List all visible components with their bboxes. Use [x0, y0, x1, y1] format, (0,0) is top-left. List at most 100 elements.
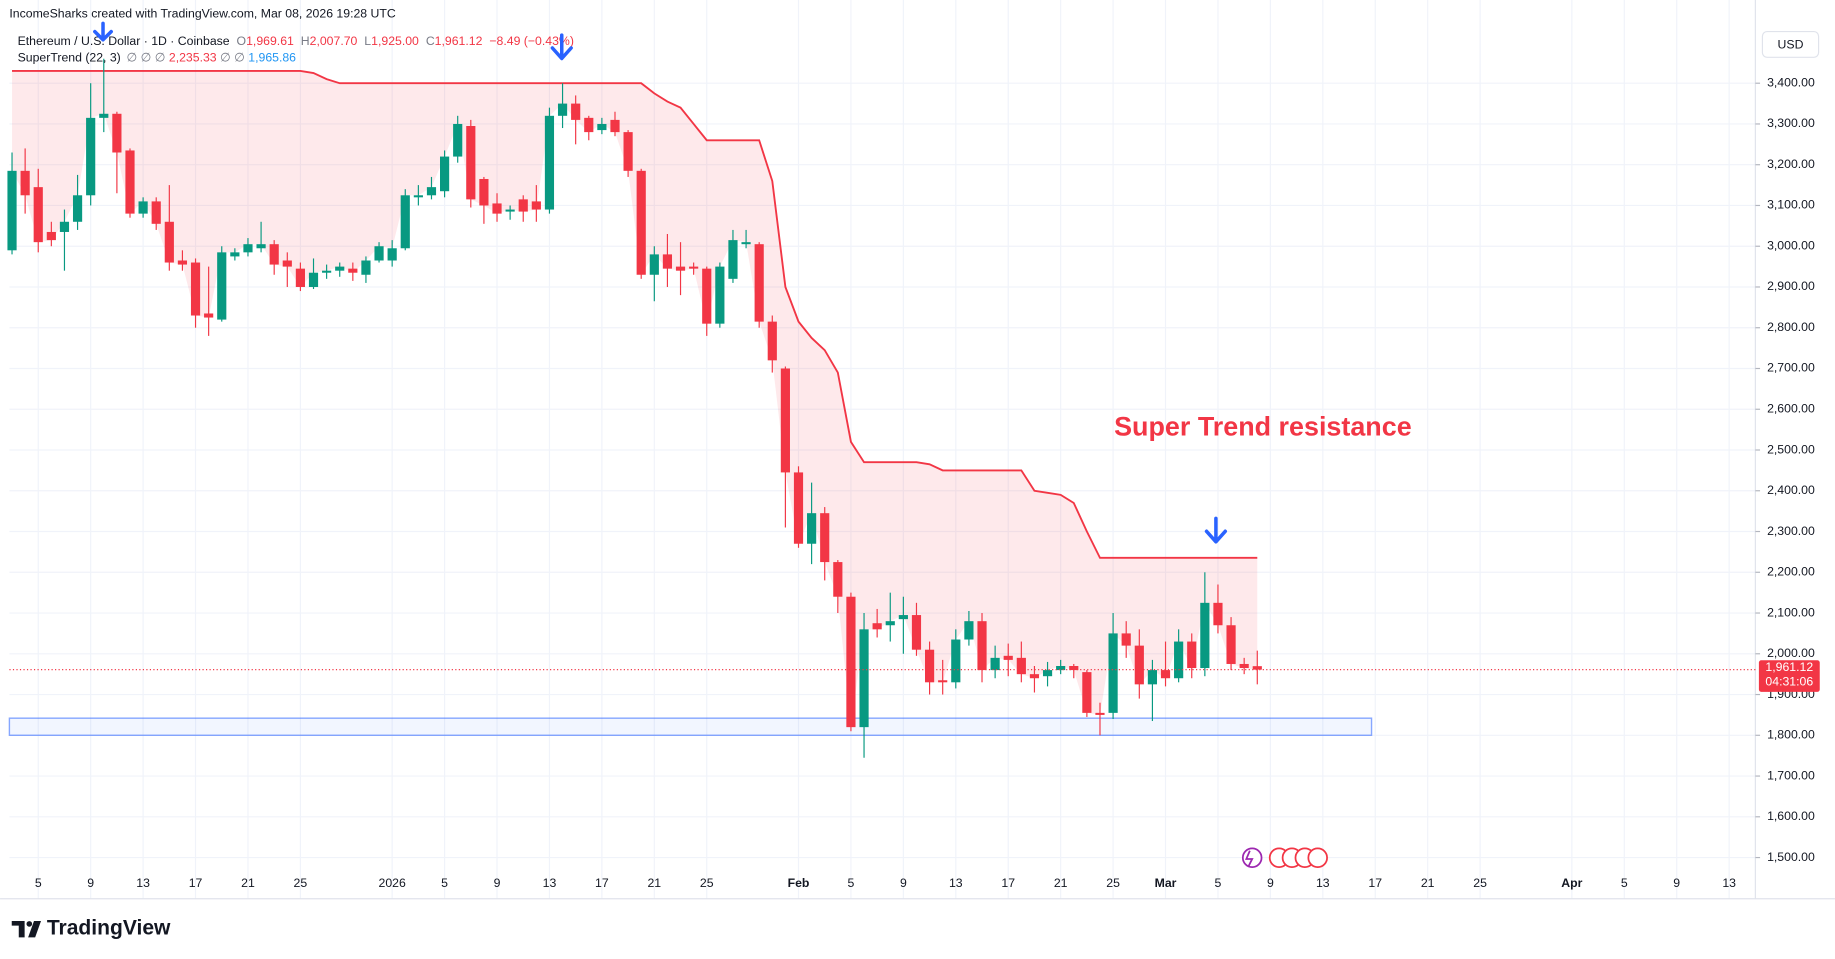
candle-body: [112, 113, 122, 153]
indicator-value: ∅: [127, 51, 138, 65]
x-tick-label: 9: [900, 876, 907, 890]
candle-body: [689, 266, 699, 269]
x-tick-label: 9: [494, 876, 501, 890]
candle-body: [177, 260, 188, 265]
candle-body: [767, 321, 777, 361]
x-tick-label: 25: [1473, 876, 1487, 890]
candle-body: [505, 209, 515, 212]
candle-body: [859, 629, 869, 728]
candle-body: [623, 132, 633, 171]
candle-body: [46, 231, 56, 241]
candle-body: [33, 187, 43, 243]
x-tick-label: 9: [1673, 876, 1680, 890]
logo-mark: [11, 920, 25, 938]
candle-body: [1042, 670, 1053, 677]
y-tick-label: 2,500.00: [1767, 442, 1815, 456]
candle-body: [308, 272, 319, 287]
indicator-value: ∅: [220, 51, 231, 65]
candle-body: [1239, 663, 1249, 669]
candle-body: [1174, 641, 1184, 679]
x-tick-label: 17: [595, 876, 609, 890]
ohlc-key: C: [426, 34, 435, 48]
axes-layer: 1,500.001,600.001,700.001,800.001,900.00…: [0, 0, 1835, 900]
candle-body: [440, 156, 450, 192]
candle-body: [728, 240, 738, 279]
candle-body: [544, 115, 555, 210]
ohlc-value: 1,969.61: [246, 34, 294, 48]
candle-body: [1134, 645, 1144, 685]
arrow: [550, 33, 573, 61]
candle-body: [636, 170, 646, 275]
candle-body: [1095, 712, 1105, 715]
candle-body: [1029, 674, 1040, 679]
candle-body: [466, 126, 476, 200]
bottom-icons: [1241, 847, 1328, 869]
attribution: IncomeSharks created with TradingView.co…: [9, 6, 395, 20]
x-tick-label: 21: [1054, 876, 1068, 890]
candle-body: [951, 639, 961, 683]
candle-body: [610, 119, 620, 133]
currency[interactable]: USD: [1778, 37, 1804, 51]
candle-body: [20, 170, 30, 196]
candle-body: [204, 313, 214, 318]
x-tick-label: 13: [1316, 876, 1330, 890]
currency-button[interactable]: USD: [1761, 31, 1820, 58]
candle-body: [662, 254, 673, 269]
x-tick-label: Apr: [1561, 876, 1582, 890]
grid: [9, 0, 1756, 899]
last-price-box: [1758, 660, 1820, 692]
currency-box[interactable]: [1761, 31, 1820, 58]
x-tick-label: 9: [87, 876, 94, 890]
ohlc-value: 2,007.70: [310, 34, 358, 48]
y-tick-label: 2,400.00: [1767, 483, 1815, 497]
brand-logo: TradingView: [11, 917, 171, 940]
candle-body: [964, 621, 974, 640]
candle-body: [269, 244, 279, 265]
ohlc-value: 1,925.00: [371, 34, 419, 48]
x-tick-label: 21: [1421, 876, 1435, 890]
candle-body: [492, 203, 502, 214]
candle-body: [741, 242, 751, 245]
supertrend-line: [12, 70, 1258, 559]
candle-body: [977, 621, 987, 671]
x-tick-label: 2026: [379, 876, 406, 890]
countdown: 04:31:06: [1765, 675, 1813, 689]
candle-body: [1200, 602, 1210, 669]
candle-body: [426, 187, 437, 196]
x-tick-label: 13: [136, 876, 150, 890]
candle-body: [99, 113, 109, 118]
y-tick-label: 1,600.00: [1767, 809, 1815, 823]
candle-body: [322, 270, 332, 273]
y-tick-label: 2,100.00: [1767, 605, 1815, 619]
candle-body: [361, 260, 371, 275]
arrows: [93, 21, 1228, 544]
candle-body: [1147, 670, 1158, 685]
indicator-name: SuperTrend (22, 3): [18, 51, 121, 65]
ohlc-key: O: [237, 34, 247, 48]
candle-body: [295, 268, 305, 287]
y-tick-label: 2,600.00: [1767, 401, 1815, 415]
candle-body: [702, 268, 712, 324]
y-tick-label: 2,800.00: [1767, 320, 1815, 334]
y-tick-label: 1,700.00: [1767, 768, 1815, 782]
x-tick-label: Mar: [1155, 876, 1177, 890]
candle-body: [348, 268, 358, 273]
candle-body: [256, 244, 266, 249]
ohlc-key: L: [364, 34, 371, 48]
indicator-value: ∅: [234, 51, 245, 65]
candle-body: [138, 201, 148, 214]
y-tick-label: 2,300.00: [1767, 524, 1815, 538]
x-tick-label: 17: [1368, 876, 1382, 890]
candle-body: [531, 201, 541, 210]
icon: [1307, 847, 1328, 869]
candle-body: [597, 123, 607, 131]
candle-body: [518, 199, 528, 212]
candle-body: [479, 178, 489, 206]
candle-body: [413, 195, 423, 198]
change: −8.49 (−0.43%): [489, 34, 574, 48]
supertrend-layer: [12, 70, 1258, 728]
y-tick-label: 3,300.00: [1767, 116, 1815, 130]
brand: TradingView: [47, 917, 171, 940]
